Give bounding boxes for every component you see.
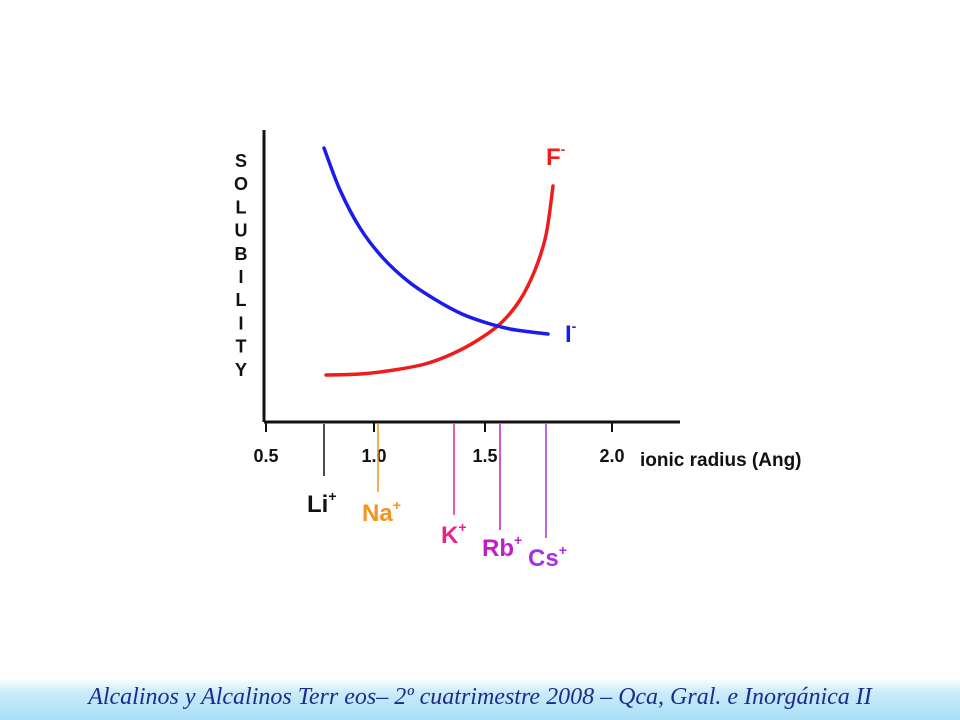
cation-label-li: Li+ xyxy=(307,488,337,518)
y-axis-label-letter: B xyxy=(235,244,248,264)
cation-label-rb: Rb+ xyxy=(482,532,522,562)
cation-label-k: K+ xyxy=(441,519,467,549)
series-label-f: F- xyxy=(546,141,566,171)
y-axis-label-letter: Y xyxy=(235,360,247,380)
y-axis-label-letter: O xyxy=(234,174,248,194)
x-tick-label: 1.0 xyxy=(361,446,386,466)
x-tick-label: 2.0 xyxy=(599,446,624,466)
series-line-i xyxy=(322,146,550,336)
cation-label-cs: Cs+ xyxy=(528,542,567,572)
cation-label-na: Na+ xyxy=(362,497,401,527)
series-label-i: I- xyxy=(565,318,577,348)
y-axis-label-letter: S xyxy=(235,151,247,171)
series-line-f xyxy=(324,184,555,377)
x-tick-label: 1.5 xyxy=(472,446,497,466)
y-axis-label-letter: U xyxy=(235,221,248,241)
y-axis-label-letter: L xyxy=(236,197,247,217)
x-axis-label: ionic radius (Ang) xyxy=(640,450,802,471)
y-axis-label-letter: I xyxy=(238,267,243,287)
y-axis-label-letter: T xyxy=(236,337,247,357)
x-tick-label: 0.5 xyxy=(253,446,278,466)
y-axis-label-letter: L xyxy=(236,290,247,310)
footer-band xyxy=(0,678,960,720)
y-axis-label-letter: I xyxy=(238,313,243,333)
footer-text: Alcalinos y Alcalinos Terr eos– 2º cuatr… xyxy=(88,684,872,710)
